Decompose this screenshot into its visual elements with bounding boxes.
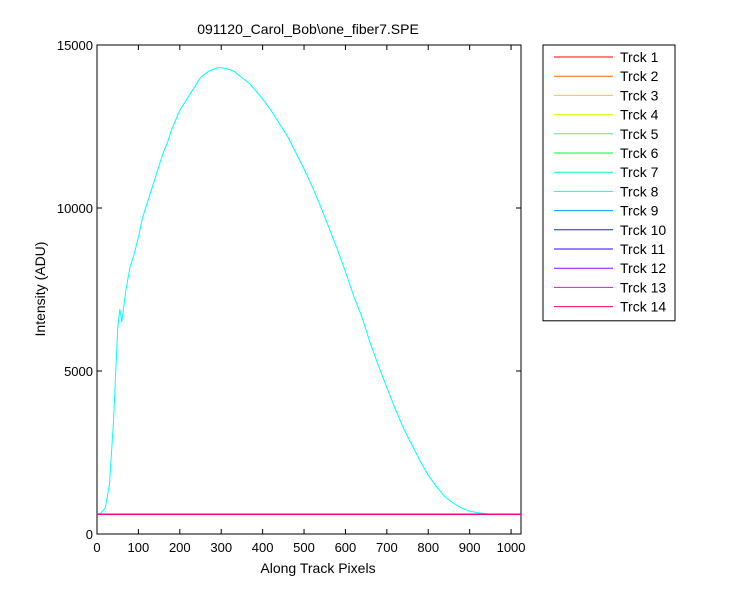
legend-label-trck-8: Trck 8 [620, 183, 659, 199]
legend-label-trck-12: Trck 12 [620, 260, 666, 276]
x-tick-label: 300 [210, 540, 232, 555]
plot-area: 0 100 200 300 400 500 600 700 800 900 100005000100… [57, 38, 526, 555]
legend-label-trck-13: Trck 13 [620, 279, 666, 295]
x-tick-label: 700 [376, 540, 398, 555]
legend: Trck 1 Trck 2 Trck 3 Trck 4 Trck 5 Trck 6 Trck… [542, 44, 676, 322]
x-tick-label: 1000 [497, 540, 526, 555]
legend-box [542, 44, 676, 322]
legend-label-trck-14: Trck 14 [620, 299, 666, 315]
x-tick-label: 600 [335, 540, 357, 555]
axes-box [96, 44, 522, 535]
legend-label-trck-7: Trck 7 [620, 164, 659, 180]
legend-label-trck-3: Trck 3 [620, 87, 659, 103]
x-tick-label: 100 [128, 540, 150, 555]
legend-label-trck-9: Trck 9 [620, 203, 659, 219]
x-tick-label: 800 [417, 540, 439, 555]
x-tick-label: 900 [459, 540, 481, 555]
x-tick-label: 0 [93, 540, 100, 555]
x-axis-label: Along Track Pixels [260, 560, 375, 576]
legend-label-trck-5: Trck 5 [620, 126, 659, 142]
y-axis-label: Intensity (ADU) [32, 242, 48, 337]
y-tick-label: 5000 [64, 364, 93, 379]
legend-label-trck-10: Trck 10 [620, 222, 666, 238]
x-tick-label: 400 [252, 540, 274, 555]
y-tick-label: 15000 [57, 38, 93, 53]
legend-label-trck-6: Trck 6 [620, 145, 659, 161]
legend-label-trck-2: Trck 2 [620, 68, 659, 84]
series-line-trck-8 [96, 67, 521, 515]
y-tick-label: 10000 [57, 201, 93, 216]
legend-label-trck-1: Trck 1 [620, 49, 659, 65]
legend-label-trck-11: Trck 11 [620, 241, 665, 257]
legend-label-trck-4: Trck 4 [620, 107, 659, 123]
chart-title: 091120_Carol_Bob\one_fiber7.SPE [197, 21, 419, 37]
y-tick-label: 0 [86, 527, 93, 542]
x-tick-label: 200 [169, 540, 191, 555]
x-tick-label: 500 [293, 540, 315, 555]
